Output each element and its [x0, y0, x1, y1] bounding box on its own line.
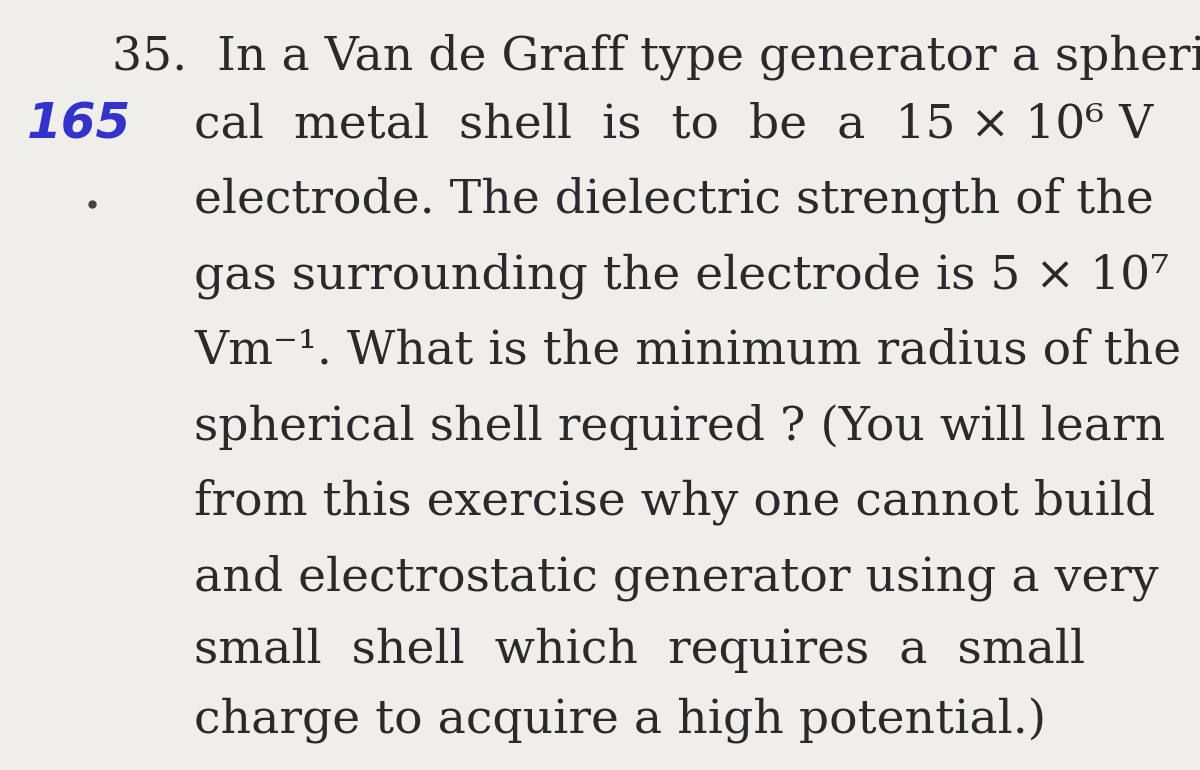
Text: charge to acquire a high potential.): charge to acquire a high potential.)	[194, 698, 1046, 744]
Text: gas surrounding the electrode is 5 × 10⁷: gas surrounding the electrode is 5 × 10⁷	[194, 253, 1170, 299]
Text: from this exercise why one cannot build: from this exercise why one cannot build	[194, 479, 1156, 525]
Text: 165: 165	[28, 101, 132, 149]
Text: 35.  In a Van de Graff type generator a spheri-: 35. In a Van de Graff type generator a s…	[112, 34, 1200, 80]
Text: electrode. The dielectric strength of the: electrode. The dielectric strength of th…	[194, 177, 1154, 223]
Text: small  shell  which  requires  a  small: small shell which requires a small	[194, 628, 1086, 673]
Text: cal  metal  shell  is  to  be  a  15 × 10⁶ V: cal metal shell is to be a 15 × 10⁶ V	[194, 102, 1153, 147]
Text: spherical shell required ? (You will learn: spherical shell required ? (You will lea…	[194, 403, 1165, 450]
Text: Vm⁻¹. What is the minimum radius of the: Vm⁻¹. What is the minimum radius of the	[194, 329, 1182, 373]
Text: and electrostatic generator using a very: and electrostatic generator using a very	[194, 554, 1159, 601]
